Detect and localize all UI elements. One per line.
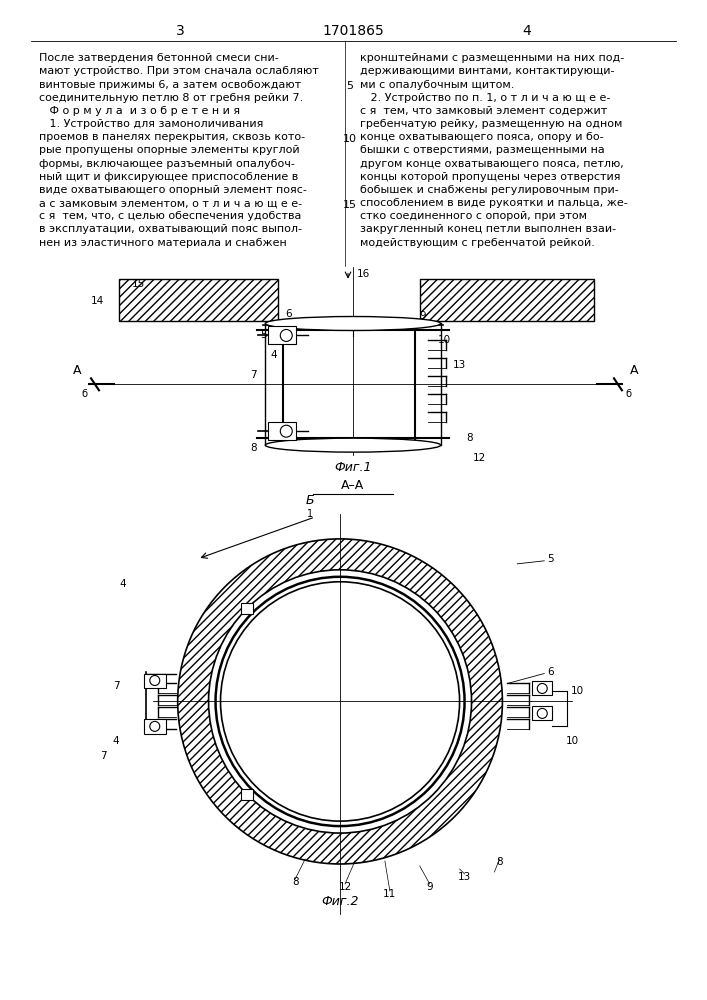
Text: в эксплуатации, охватывающий пояс выпол-: в эксплуатации, охватывающий пояс выпол-	[40, 224, 302, 234]
Bar	[269, 326, 296, 344]
Text: 1. Устройство для замоноличивания: 1. Устройство для замоноличивания	[40, 119, 264, 129]
Bar	[420, 279, 594, 320]
Text: закругленный конец петли выполнен взаи-: закругленный конец петли выполнен взаи-	[360, 224, 616, 234]
Circle shape	[150, 676, 160, 685]
Text: 10: 10	[571, 686, 584, 696]
Text: Фиг.1: Фиг.1	[334, 461, 372, 474]
Text: 8: 8	[466, 433, 473, 443]
Bar	[119, 279, 279, 320]
Text: 3: 3	[176, 24, 185, 38]
Ellipse shape	[265, 317, 440, 330]
Text: гребенчатую рейку, размещенную на одном: гребенчатую рейку, размещенную на одном	[360, 119, 622, 129]
Bar	[420, 279, 594, 320]
Text: 12: 12	[339, 882, 351, 892]
Text: 10: 10	[438, 335, 451, 345]
Circle shape	[150, 721, 160, 731]
Text: 7: 7	[250, 370, 257, 380]
Text: концы которой пропущены через отверстия: концы которой пропущены через отверстия	[360, 172, 621, 182]
Text: 4: 4	[522, 24, 531, 38]
Text: 5: 5	[260, 330, 267, 340]
Circle shape	[537, 683, 547, 693]
Text: б: б	[626, 389, 632, 399]
Circle shape	[177, 539, 503, 864]
Circle shape	[221, 582, 460, 821]
Text: винтовые прижимы 6, а затем освобождают: винтовые прижимы 6, а затем освобождают	[40, 80, 301, 90]
Text: 10: 10	[343, 134, 357, 144]
Circle shape	[280, 425, 292, 437]
Text: 4: 4	[112, 736, 119, 746]
Ellipse shape	[265, 438, 440, 452]
Text: 9: 9	[426, 882, 433, 892]
Text: проемов в панелях перекрытия, сквозь кото-: проемов в панелях перекрытия, сквозь кот…	[40, 132, 305, 142]
Circle shape	[280, 329, 292, 341]
Text: После затвердения бетонной смеси сни-: После затвердения бетонной смеси сни-	[40, 53, 279, 63]
Text: 5: 5	[346, 81, 354, 91]
Bar	[269, 422, 296, 440]
Text: 9: 9	[419, 311, 426, 321]
Text: бышки с отверстиями, размещенными на: бышки с отверстиями, размещенными на	[360, 145, 604, 155]
Bar	[144, 719, 165, 734]
Text: 5: 5	[547, 554, 554, 564]
Text: А: А	[73, 364, 81, 377]
Text: Фиг.2: Фиг.2	[321, 895, 359, 908]
Text: 2. Устройство по п. 1, о т л и ч а ю щ е е-: 2. Устройство по п. 1, о т л и ч а ю щ е…	[360, 93, 610, 103]
Text: 4: 4	[270, 350, 276, 360]
Text: Ф о р м у л а  и з о б р е т е н и я: Ф о р м у л а и з о б р е т е н и я	[40, 106, 240, 116]
Text: 4: 4	[119, 579, 127, 589]
Text: стко соединенного с опорой, при этом: стко соединенного с опорой, при этом	[360, 211, 587, 221]
Text: 8: 8	[496, 857, 503, 867]
Text: 7: 7	[112, 681, 119, 691]
Text: 12: 12	[473, 453, 486, 463]
Text: модействующим с гребенчатой рейкой.: модействующим с гребенчатой рейкой.	[360, 238, 595, 248]
Text: 8: 8	[250, 443, 257, 453]
Text: б: б	[81, 389, 87, 399]
Text: бобышек и снабжены регулировочным при-: бобышек и снабжены регулировочным при-	[360, 185, 619, 195]
Text: 8: 8	[292, 877, 298, 887]
Text: 6: 6	[547, 667, 554, 677]
Text: А: А	[630, 364, 638, 377]
Circle shape	[537, 708, 547, 718]
Text: кронштейнами с размещенными на них под-: кронштейнами с размещенными на них под-	[360, 53, 624, 63]
Text: конце охватывающего пояса, опору и бо-: конце охватывающего пояса, опору и бо-	[360, 132, 604, 142]
Text: 13: 13	[453, 360, 466, 370]
Text: ми с опалубочным щитом.: ми с опалубочным щитом.	[360, 80, 515, 90]
Bar	[144, 674, 165, 688]
Text: А–А: А–А	[341, 479, 365, 492]
Text: рые пропущены опорные элементы круглой: рые пропущены опорные элементы круглой	[40, 145, 300, 155]
Text: 11: 11	[383, 889, 397, 899]
Text: 7: 7	[100, 751, 106, 761]
Text: держивающими винтами, контактирующи-: держивающими винтами, контактирующи-	[360, 66, 614, 76]
Text: мают устройство. При этом сначала ослабляют: мают устройство. При этом сначала ослабл…	[40, 66, 319, 76]
Text: с я  тем, что, с целью обеспечения удобства: с я тем, что, с целью обеспечения удобст…	[40, 211, 302, 221]
Text: 15: 15	[343, 200, 357, 210]
Text: Б: Б	[306, 493, 315, 506]
Text: 10: 10	[566, 736, 579, 746]
Bar	[532, 706, 552, 720]
Text: 16: 16	[356, 269, 370, 279]
Text: ный щит и фиксирующее приспособление в: ный щит и фиксирующее приспособление в	[40, 172, 298, 182]
Text: нен из эластичного материала и снабжен: нен из эластичного материала и снабжен	[40, 238, 287, 248]
Text: 1701865: 1701865	[322, 24, 384, 38]
Text: соединительную петлю 8 от гребня рейки 7.: соединительную петлю 8 от гребня рейки 7…	[40, 93, 303, 103]
Text: 6: 6	[285, 309, 291, 319]
Bar	[119, 279, 279, 320]
Text: 14: 14	[90, 296, 104, 306]
Bar	[532, 681, 552, 695]
Text: а с замковым элементом, о т л и ч а ю щ е е-: а с замковым элементом, о т л и ч а ю щ …	[40, 198, 303, 208]
Text: виде охватывающего опорный элемент пояс-: виде охватывающего опорный элемент пояс-	[40, 185, 307, 195]
Text: способлением в виде рукоятки и пальца, же-: способлением в виде рукоятки и пальца, ж…	[360, 198, 628, 208]
Text: другом конце охватывающего пояса, петлю,: другом конце охватывающего пояса, петлю,	[360, 159, 624, 169]
Text: формы, включающее разъемный опалубоч-: формы, включающее разъемный опалубоч-	[40, 159, 295, 169]
Text: 13: 13	[458, 872, 471, 882]
Text: 1: 1	[307, 509, 313, 519]
Text: 15: 15	[132, 279, 146, 289]
Circle shape	[209, 570, 472, 833]
Text: с я  тем, что замковый элемент содержит: с я тем, что замковый элемент содержит	[360, 106, 607, 116]
